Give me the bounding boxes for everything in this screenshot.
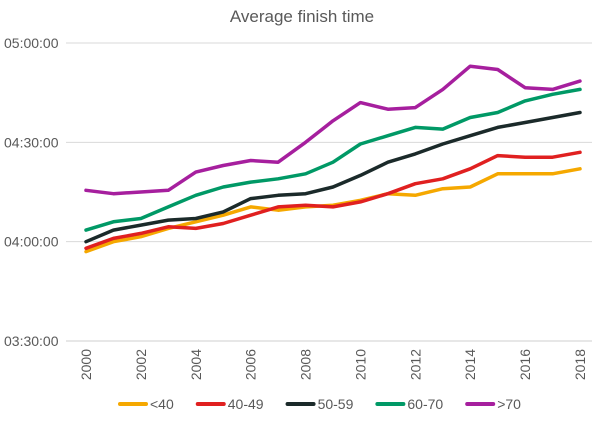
x-tick-label: 2016 bbox=[517, 349, 533, 380]
x-tick-label: 2004 bbox=[188, 349, 204, 380]
legend-label: 40-49 bbox=[228, 396, 264, 412]
legend-item-4: >70 bbox=[465, 396, 521, 412]
legend-item-2: 50-59 bbox=[285, 396, 354, 412]
chart-title: Average finish time bbox=[230, 7, 374, 26]
gridlines bbox=[66, 42, 592, 342]
series-line-4 bbox=[84, 64, 582, 196]
x-tick-label: 2002 bbox=[133, 349, 149, 380]
x-tick-label: 2000 bbox=[78, 349, 94, 380]
series-line-3 bbox=[84, 87, 582, 232]
legend-label: >70 bbox=[497, 396, 521, 412]
x-tick-label: 2014 bbox=[462, 349, 478, 380]
x-tick-label: 2008 bbox=[298, 349, 314, 380]
series-line-2 bbox=[84, 110, 582, 244]
y-tick-label: 05:00:00 bbox=[4, 35, 59, 51]
legend-label: 60-70 bbox=[407, 396, 443, 412]
x-tick-label: 2012 bbox=[407, 349, 423, 380]
y-axis-ticks: 03:30:00 04:00:00 04:30:00 05:00:00 bbox=[4, 35, 59, 349]
series-lines bbox=[84, 64, 582, 254]
y-tick-label: 04:00:00 bbox=[4, 234, 59, 250]
x-tick-label: 2010 bbox=[352, 349, 368, 380]
x-axis-ticks: 2000 2002 2004 2006 2008 2010 2012 2014 2016 2018 bbox=[78, 349, 588, 380]
legend: <40 40-49 50-59 60-70 >70 bbox=[118, 396, 521, 412]
y-tick-label: 03:30:00 bbox=[4, 333, 59, 349]
legend-item-1: 40-49 bbox=[195, 396, 264, 412]
x-tick-label: 2006 bbox=[243, 349, 259, 380]
x-tick-label: 2018 bbox=[572, 349, 588, 380]
legend-label: <40 bbox=[150, 396, 174, 412]
legend-label: 50-59 bbox=[318, 396, 354, 412]
y-tick-label: 04:30:00 bbox=[4, 134, 59, 150]
series-line-1 bbox=[84, 150, 582, 251]
legend-item-0: <40 bbox=[118, 396, 174, 412]
legend-item-3: 60-70 bbox=[375, 396, 443, 412]
